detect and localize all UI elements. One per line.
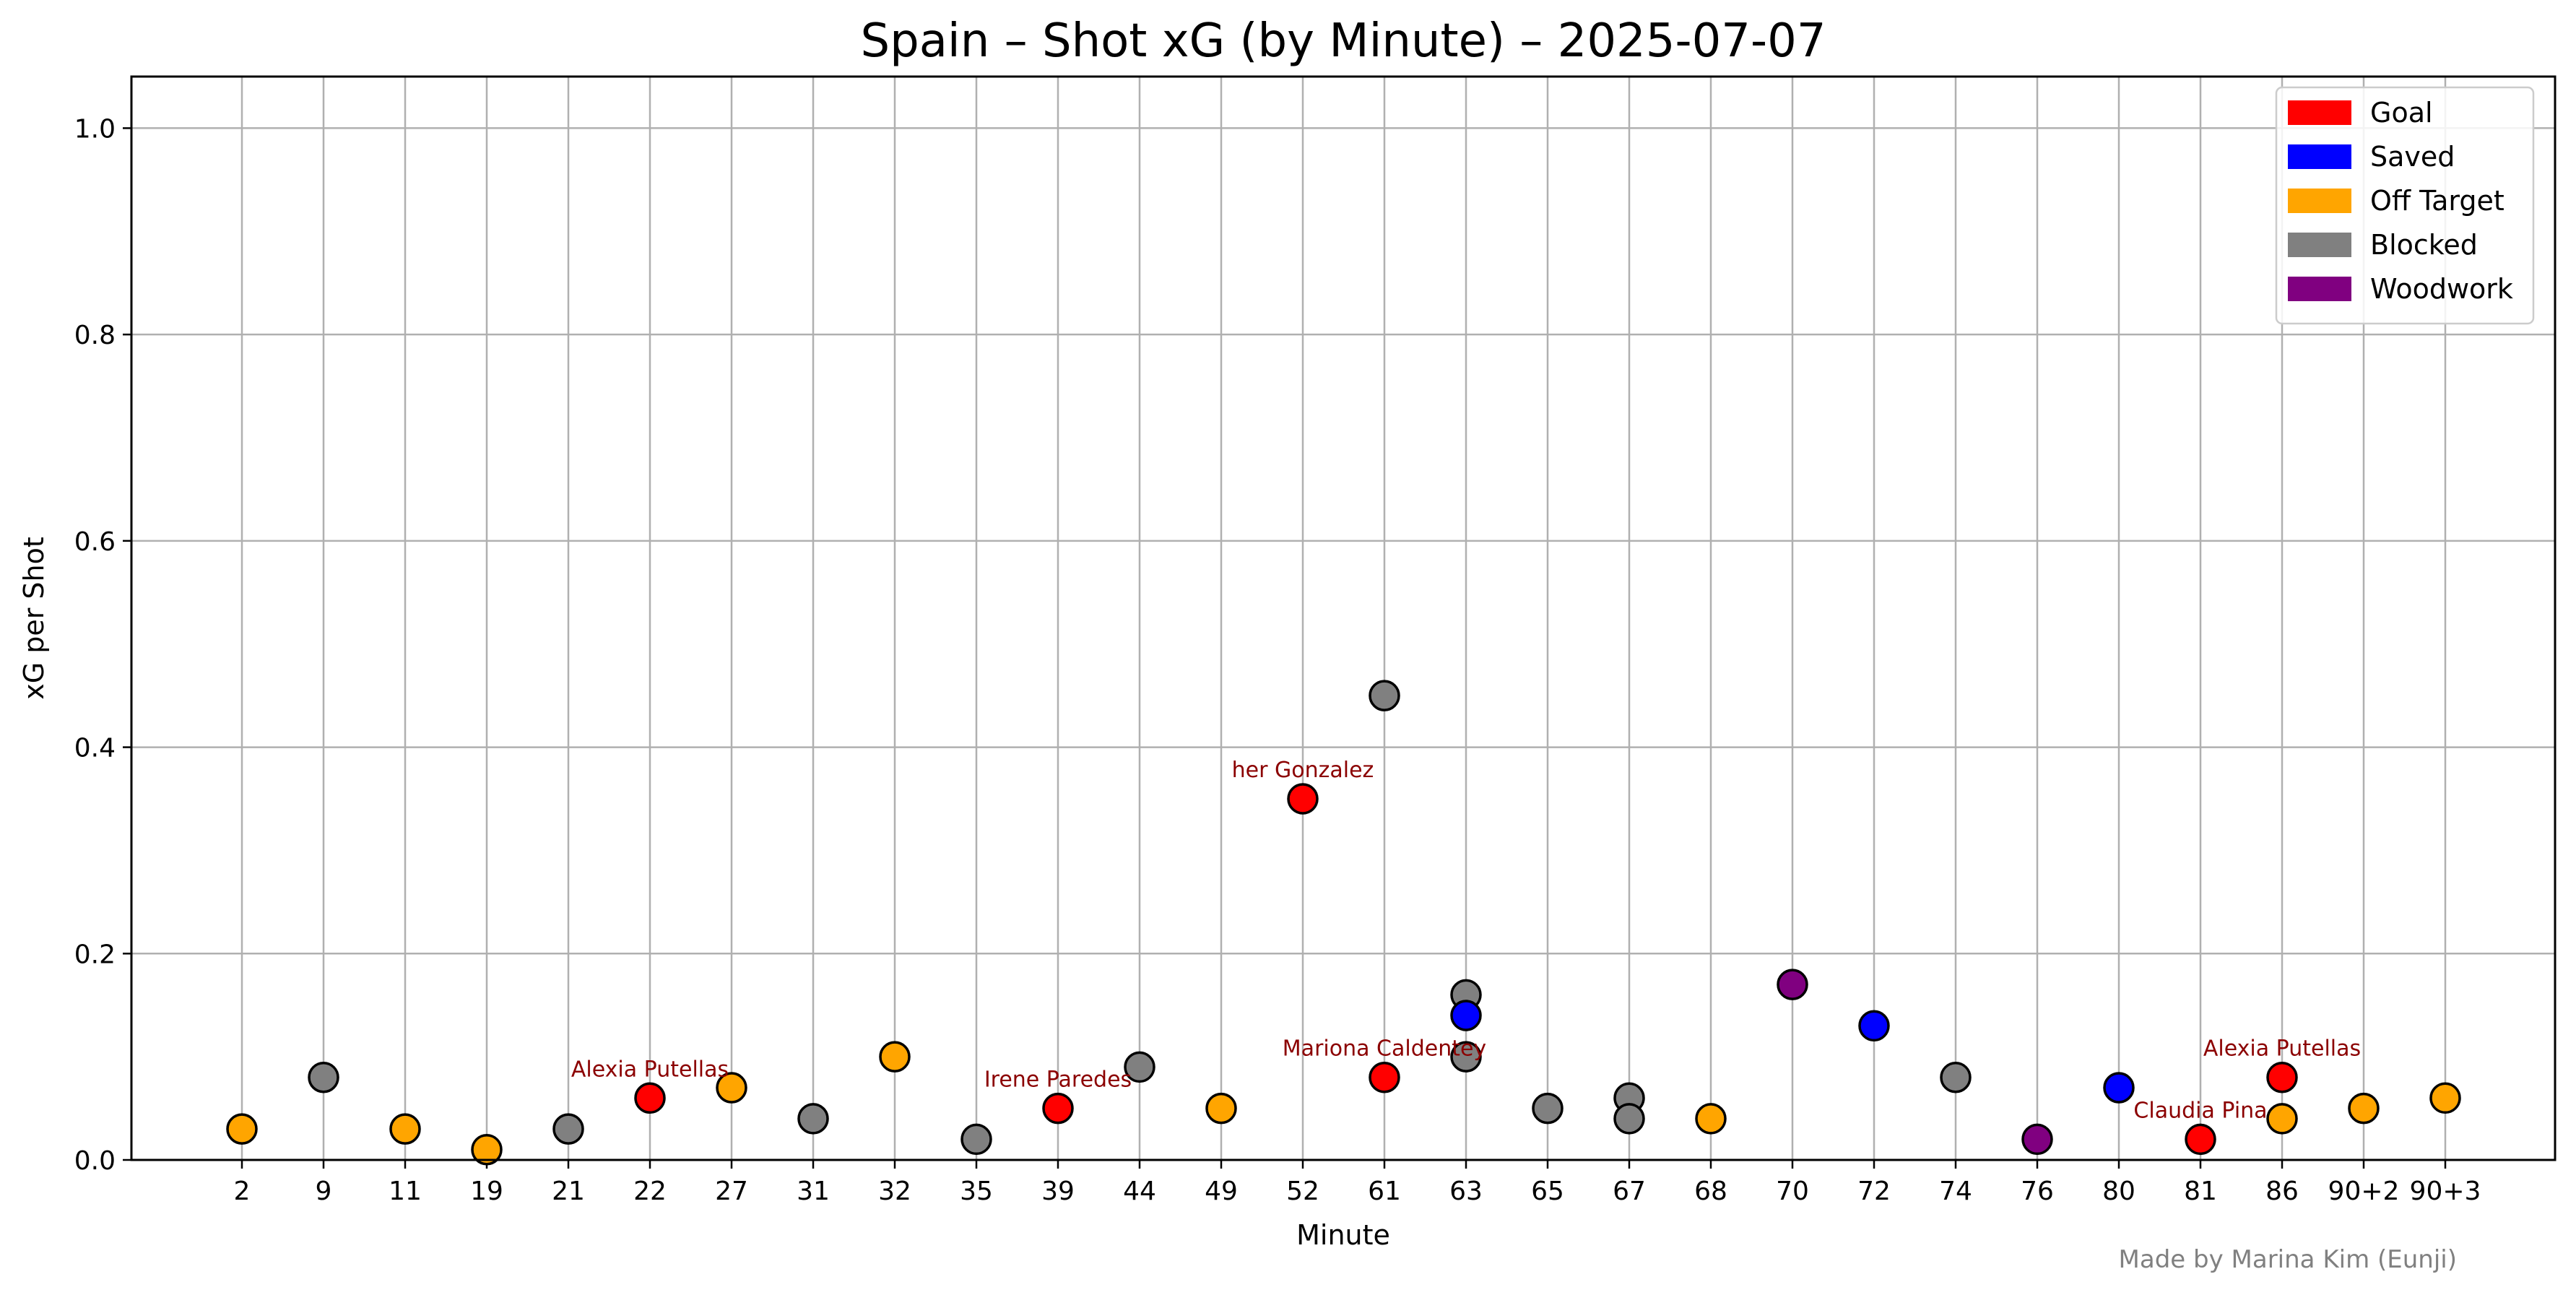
shot-point bbox=[2348, 1092, 2380, 1125]
shot-point bbox=[226, 1113, 258, 1145]
x-tick-label: 19 bbox=[470, 1177, 503, 1206]
shot-points bbox=[226, 680, 2461, 1166]
credit-text: Made by Marina Kim (Eunji) bbox=[2119, 1245, 2457, 1274]
x-tick-label: 27 bbox=[715, 1177, 748, 1206]
legend-swatch bbox=[2288, 233, 2351, 257]
legend-entry-label: Off Target bbox=[2370, 185, 2505, 217]
x-tick-label: 81 bbox=[2184, 1177, 2217, 1206]
shot-point bbox=[1369, 680, 1400, 711]
goal-scorer-label: Claudia Pina bbox=[2133, 1098, 2267, 1123]
goal-scorer-label: her Gonzalez bbox=[1232, 758, 1374, 783]
legend-entry-label: Woodwork bbox=[2370, 273, 2513, 305]
x-tick-label: 9 bbox=[316, 1177, 332, 1206]
x-tick-label: 70 bbox=[1776, 1177, 1809, 1206]
shot-point bbox=[308, 1061, 339, 1093]
x-tick-label: 21 bbox=[552, 1177, 585, 1206]
shot-point bbox=[552, 1113, 584, 1145]
shot-point bbox=[389, 1113, 421, 1145]
shot-point bbox=[634, 1082, 666, 1114]
x-tick-label: 11 bbox=[389, 1177, 422, 1206]
y-tick-label: 0.2 bbox=[74, 940, 116, 969]
x-tick-label: 31 bbox=[797, 1177, 830, 1206]
legend-swatch bbox=[2288, 100, 2351, 125]
legend-entry-label: Saved bbox=[2370, 141, 2455, 173]
shot-point bbox=[960, 1123, 992, 1156]
x-tick-label: 86 bbox=[2265, 1177, 2299, 1206]
y-tick-label: 0.8 bbox=[74, 321, 116, 350]
plot-frame bbox=[130, 75, 2557, 1161]
x-tick-label: 68 bbox=[1694, 1177, 1727, 1206]
x-tick-label: 80 bbox=[2102, 1177, 2135, 1206]
x-tick-label: 90+3 bbox=[2410, 1177, 2481, 1206]
shot-point bbox=[2185, 1123, 2216, 1156]
goal-scorer-label: Irene Paredes bbox=[984, 1067, 1132, 1093]
goal-scorer-label: Alexia Putellas bbox=[2203, 1036, 2361, 1062]
x-tick-label: 61 bbox=[1368, 1177, 1401, 1206]
x-tick-label: 76 bbox=[2021, 1177, 2054, 1206]
y-axis-ticks: 0.0 0.2 0.4 0.6 0.8 1.0 bbox=[74, 114, 131, 1176]
goal-annotations: Alexia Putellas Irene Paredes her Gonzalez… bbox=[571, 758, 2361, 1123]
y-tick-label: 0.6 bbox=[74, 527, 116, 557]
legend-swatch bbox=[2288, 144, 2351, 169]
shot-point bbox=[716, 1072, 747, 1104]
x-axis-ticks: 2 9 11 19 21 22 27 31 32 35 39 44 49 52 61 63 65 67 68 70 72… bbox=[234, 1160, 2481, 1206]
legend-entry-label: Blocked bbox=[2370, 229, 2478, 261]
goal-scorer-label: Alexia Putellas bbox=[571, 1057, 729, 1082]
shot-point bbox=[471, 1133, 503, 1166]
shot-point bbox=[797, 1103, 829, 1135]
shot-point bbox=[1940, 1061, 1972, 1093]
shot-point bbox=[879, 1041, 911, 1073]
shot-point bbox=[1613, 1103, 1645, 1135]
legend-entry-label: Goal bbox=[2370, 97, 2433, 129]
legend-swatch bbox=[2288, 277, 2351, 301]
x-axis-label: Minute bbox=[1296, 1219, 1390, 1251]
x-tick-label: 63 bbox=[1449, 1177, 1483, 1206]
legend-swatch bbox=[2288, 189, 2351, 213]
x-tick-label: 2 bbox=[234, 1177, 251, 1206]
shot-point bbox=[1695, 1103, 1727, 1135]
x-tick-label: 32 bbox=[878, 1177, 911, 1206]
x-tick-label: 72 bbox=[1857, 1177, 1891, 1206]
shot-point bbox=[1369, 1061, 1400, 1093]
shot-point bbox=[1287, 783, 1319, 815]
x-tick-label: 52 bbox=[1286, 1177, 1319, 1206]
y-axis-label: xG per Shot bbox=[18, 537, 50, 700]
shot-point bbox=[1205, 1092, 1237, 1125]
shot-point bbox=[1450, 1041, 1482, 1073]
shot-point bbox=[1777, 969, 1808, 1000]
shot-point bbox=[1858, 1010, 1890, 1042]
shot-point bbox=[2103, 1072, 2135, 1104]
x-tick-label: 74 bbox=[1939, 1177, 1972, 1206]
shot-point bbox=[2429, 1082, 2461, 1114]
shot-point bbox=[1532, 1092, 1564, 1125]
shot-point bbox=[2266, 1061, 2298, 1093]
y-tick-label: 1.0 bbox=[74, 114, 116, 144]
x-tick-label: 44 bbox=[1123, 1177, 1156, 1206]
x-tick-label: 22 bbox=[633, 1177, 667, 1206]
shot-point bbox=[2266, 1103, 2298, 1135]
shot-point bbox=[1042, 1092, 1074, 1125]
chart-title: Spain – Shot xG (by Minute) – 2025-07-07 bbox=[860, 14, 1826, 68]
shot-point bbox=[2021, 1123, 2053, 1156]
goal-scorer-label: Mariona Caldentey bbox=[1283, 1036, 1486, 1062]
shot-point bbox=[1450, 1000, 1482, 1031]
x-tick-label: 39 bbox=[1041, 1177, 1075, 1206]
y-tick-label: 0.0 bbox=[74, 1146, 116, 1176]
x-tick-label: 65 bbox=[1531, 1177, 1564, 1206]
x-tick-label: 49 bbox=[1205, 1177, 1238, 1206]
x-tick-label: 90+2 bbox=[2328, 1177, 2400, 1206]
y-tick-label: 0.4 bbox=[74, 734, 116, 763]
legend: Goal Saved Off Target Blocked Woodwork bbox=[2275, 86, 2535, 325]
shot-point bbox=[1124, 1051, 1155, 1083]
x-tick-label: 35 bbox=[960, 1177, 993, 1206]
x-tick-label: 67 bbox=[1613, 1177, 1646, 1206]
